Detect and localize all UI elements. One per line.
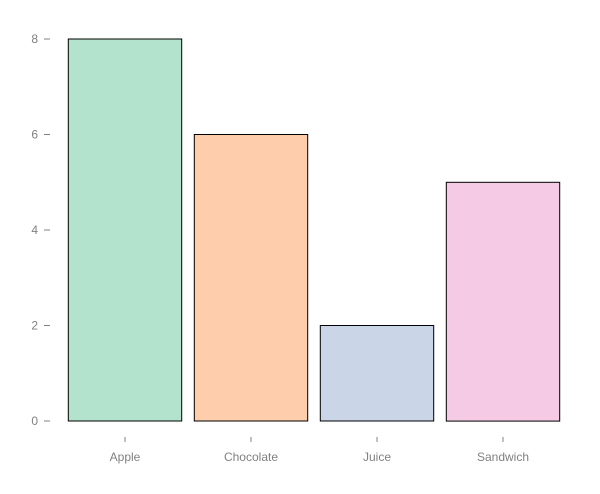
bars-group [67, 38, 561, 422]
bar-juice [319, 325, 435, 422]
x-tick-label: Sandwich [477, 450, 529, 464]
x-tick-label: Chocolate [224, 450, 278, 464]
x-tick-label: Juice [363, 450, 391, 464]
x-tick-label: Apple [110, 450, 141, 464]
y-tick-label: 8 [31, 32, 38, 46]
y-tick-label: 6 [31, 128, 38, 142]
bar-sandwich [445, 181, 561, 422]
bar-apple [67, 38, 183, 422]
y-tick-label: 2 [31, 319, 38, 333]
x-axis: Apple Chocolate Juice Sandwich [110, 437, 529, 464]
bar-chocolate [193, 134, 309, 422]
y-tick-label: 4 [31, 223, 38, 237]
y-axis: 0 2 4 6 8 [31, 32, 50, 428]
y-tick-label: 0 [31, 414, 38, 428]
